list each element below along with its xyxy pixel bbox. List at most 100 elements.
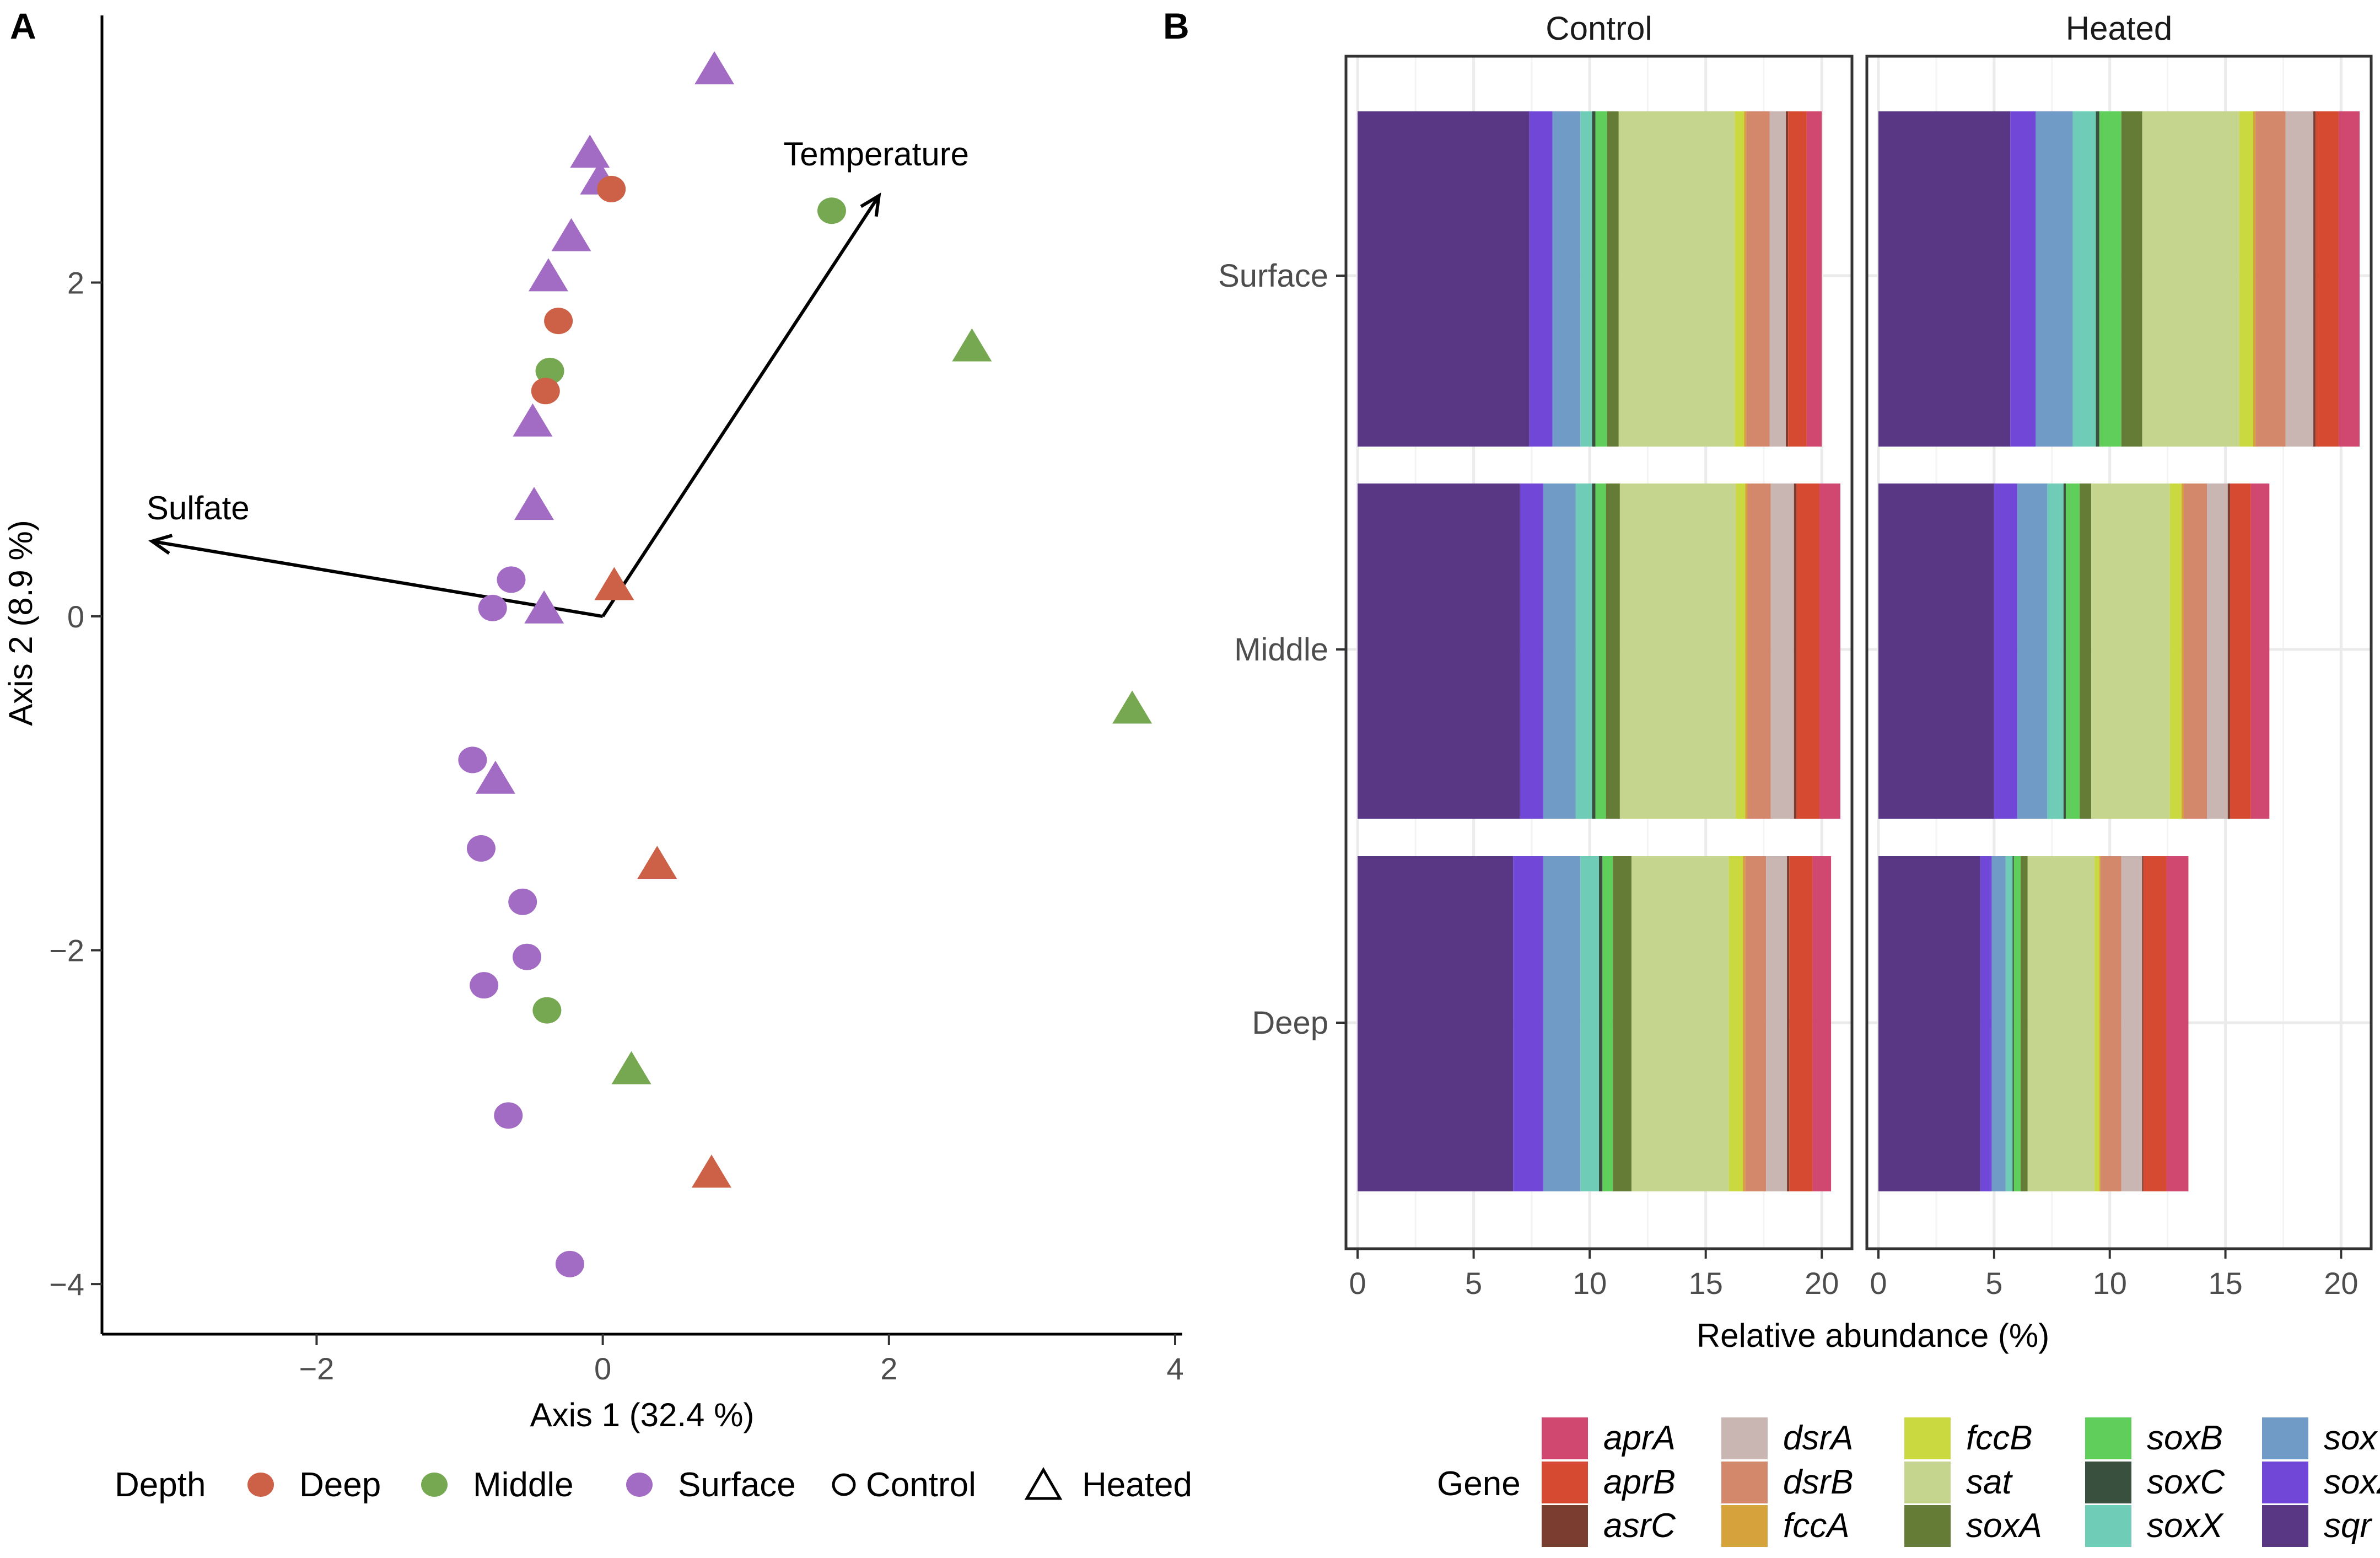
bar-segment-surface-soxB bbox=[2099, 111, 2121, 447]
data-point-surface-control bbox=[508, 888, 537, 915]
legend-label-soxC: soxC bbox=[2147, 1463, 2225, 1501]
legend-label-dsrB: dsrB bbox=[1783, 1463, 1853, 1501]
data-point-deep-control bbox=[531, 378, 560, 405]
bar-segment-deep-asrC bbox=[2142, 856, 2144, 1191]
y-category-label-middle: Middle bbox=[1234, 632, 1328, 668]
legend-key-soxZ bbox=[2262, 1462, 2308, 1503]
data-point-surface-heated bbox=[570, 135, 610, 168]
bar-segment-middle-asrC bbox=[2227, 483, 2230, 819]
bar-segment-deep-dsrB bbox=[1745, 856, 1767, 1191]
x-tick-label: 10 bbox=[1573, 1266, 1607, 1301]
bar-segment-surface-soxX bbox=[1580, 111, 1592, 447]
legend-label-soxY: soxY bbox=[2324, 1419, 2380, 1457]
bar-segment-surface-dsrA bbox=[2285, 111, 2314, 447]
data-point-middle-control bbox=[535, 357, 564, 384]
y-category-label-surface: Surface bbox=[1218, 258, 1328, 294]
bar-segment-middle-soxZ bbox=[1520, 483, 1543, 819]
bar-segment-surface-soxA bbox=[1607, 111, 1619, 447]
legend-key-deep bbox=[247, 1473, 274, 1497]
bar-segment-surface-aprB bbox=[2316, 111, 2339, 447]
bar-segment-deep-aprB bbox=[1789, 856, 1813, 1191]
legend-title: Gene bbox=[1437, 1465, 1521, 1503]
bar-segment-deep-dsrA bbox=[1766, 856, 1787, 1191]
legend-label-fccA: fccA bbox=[1783, 1507, 1850, 1545]
y-category-label-deep: Deep bbox=[1252, 1005, 1328, 1041]
data-point-middle-control bbox=[817, 197, 846, 224]
bar-segment-surface-aprA bbox=[2339, 111, 2360, 447]
legend-label-soxX: soxX bbox=[2147, 1507, 2224, 1545]
y-tick-label: 2 bbox=[67, 265, 84, 300]
legend-key-asrC bbox=[1542, 1505, 1588, 1547]
bar-segment-deep-dsrA bbox=[2121, 856, 2142, 1191]
bar-segment-middle-aprA bbox=[2250, 483, 2270, 819]
bar-segment-middle-soxB bbox=[1595, 483, 1606, 819]
legend-label-deep: Deep bbox=[299, 1466, 381, 1504]
bar-segment-deep-sat bbox=[1631, 856, 1729, 1191]
x-axis-title: Relative abundance (%) bbox=[1697, 1317, 2049, 1354]
bar-segment-middle-aprB bbox=[2230, 483, 2251, 819]
bar-segment-middle-aprA bbox=[1819, 483, 1840, 819]
x-tick-label: 0 bbox=[1870, 1266, 1887, 1301]
bar-segment-deep-sqr bbox=[1358, 856, 1514, 1191]
vector-label-sulfate: Sulfate bbox=[147, 490, 250, 527]
data-point-surface-control bbox=[458, 746, 487, 773]
bar-segment-middle-dsrB bbox=[1747, 483, 1771, 819]
bar-segment-surface-soxZ bbox=[1529, 111, 1553, 447]
data-point-middle-heated bbox=[952, 328, 992, 362]
bar-segment-middle-soxX bbox=[1575, 483, 1592, 819]
data-point-surface-control bbox=[497, 566, 526, 593]
bar-segment-middle-soxA bbox=[1606, 483, 1620, 819]
y-tick-label: −4 bbox=[49, 1267, 84, 1302]
vector-arrowhead-sulfate bbox=[148, 534, 173, 555]
bar-segment-deep-soxC bbox=[1599, 856, 1603, 1191]
bar-segment-deep-fccB bbox=[2094, 856, 2099, 1191]
legend-key-dsrB bbox=[1721, 1462, 1768, 1503]
legend-key-fccB bbox=[1904, 1417, 1951, 1459]
data-point-surface-control bbox=[470, 972, 499, 999]
legend-label-soxA: soxA bbox=[1966, 1507, 2042, 1545]
bar-segment-surface-soxX bbox=[2072, 111, 2096, 447]
bar-segment-middle-sqr bbox=[1878, 483, 1994, 819]
bar-segment-middle-soxC bbox=[1592, 483, 1596, 819]
y-tick-label: −2 bbox=[49, 933, 84, 968]
x-tick-label: 2 bbox=[880, 1351, 897, 1386]
bar-segment-middle-fccB bbox=[2169, 483, 2182, 819]
legend-key-soxC bbox=[2085, 1462, 2131, 1503]
bar-segment-deep-dsrB bbox=[2100, 856, 2121, 1191]
legend-key-dsrA bbox=[1721, 1417, 1768, 1459]
bar-segment-middle-soxA bbox=[2080, 483, 2092, 819]
bar-segment-surface-fccA bbox=[1744, 111, 1747, 447]
data-point-deep-heated bbox=[637, 846, 677, 879]
vector-line-temperature bbox=[601, 195, 881, 617]
bar-segment-deep-soxA bbox=[1613, 856, 1631, 1191]
bar-segment-deep-soxY bbox=[1543, 856, 1581, 1191]
bar-segment-surface-dsrB bbox=[2255, 111, 2286, 447]
bar-segment-surface-soxB bbox=[1595, 111, 1607, 447]
data-point-surface-control bbox=[494, 1102, 523, 1129]
bar-segment-deep-sqr bbox=[1878, 856, 1980, 1191]
bar-segment-middle-soxX bbox=[2047, 483, 2064, 819]
legend-key-soxA bbox=[1904, 1505, 1951, 1547]
x-tick-label: 4 bbox=[1166, 1351, 1183, 1386]
bar-segment-deep-fccA bbox=[1743, 856, 1746, 1191]
legend-key-soxX bbox=[2085, 1505, 2131, 1547]
bar-segment-middle-soxB bbox=[2065, 483, 2080, 819]
bar-segment-surface-fccB bbox=[2239, 111, 2253, 447]
data-point-surface-heated bbox=[475, 760, 515, 794]
data-point-surface-control bbox=[555, 1250, 584, 1277]
panel-b-label: B bbox=[1163, 6, 1189, 46]
data-point-surface-heated bbox=[551, 218, 591, 251]
bar-segment-surface-aprB bbox=[1788, 111, 1807, 447]
bar-segment-surface-sqr bbox=[1878, 111, 2011, 447]
bar-segment-middle-dsrB bbox=[2184, 483, 2207, 819]
bar-segment-surface-soxC bbox=[1592, 111, 1596, 447]
bar-segment-surface-dsrB bbox=[1746, 111, 1770, 447]
bar-segment-surface-asrC bbox=[1785, 111, 1789, 447]
bar-segment-deep-sat bbox=[2027, 856, 2095, 1191]
data-point-surface-heated bbox=[513, 403, 553, 437]
bar-segment-deep-aprA bbox=[1812, 856, 1832, 1191]
bar-segment-surface-soxZ bbox=[2010, 111, 2036, 447]
x-tick-label: 15 bbox=[2208, 1266, 2242, 1301]
data-point-surface-control bbox=[478, 594, 507, 621]
